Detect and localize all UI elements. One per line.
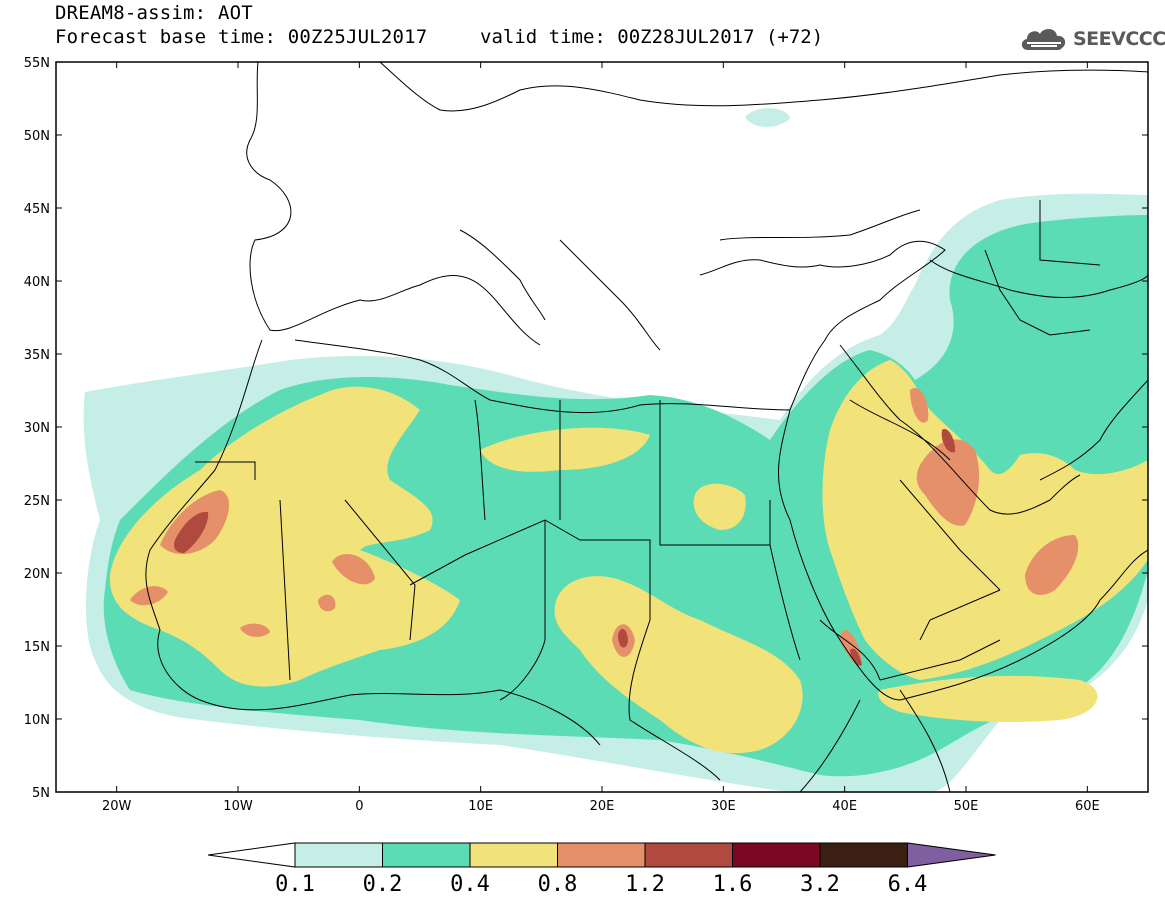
lat-label: 30N xyxy=(24,421,50,436)
aot-level-0.8-south xyxy=(240,623,270,637)
aot-level-1.2-gulf xyxy=(941,429,956,453)
aot-level-0.4-libya xyxy=(693,483,746,530)
logo-text: SEEVCCC xyxy=(1073,28,1165,50)
colorbar-segment xyxy=(469,842,558,868)
aot-field xyxy=(83,108,1148,792)
colorbar-label: 0.4 xyxy=(450,872,490,897)
forecast-base-time: Forecast base time: 00Z25JUL2017 xyxy=(55,26,428,48)
colorbar-label: 0.2 xyxy=(363,872,403,897)
colorbar-segment xyxy=(557,842,646,868)
aot-level-0.4-sahel xyxy=(878,675,1098,723)
aot-level-1.2-red-sea xyxy=(850,648,862,666)
longitude-axis: 20W 10W 0 10E 20E 30E 40E 50E 60E xyxy=(102,62,1100,814)
latitude-axis: 55N 50N 45N 40N 35N 30N 25N 20N 15N 10N 5N xyxy=(24,56,1148,801)
lat-label: 10N xyxy=(24,713,50,728)
lon-label: 0 xyxy=(355,799,363,814)
coastlines xyxy=(145,62,1148,792)
aot-level-0.4-north xyxy=(480,427,650,472)
lon-label: 30E xyxy=(711,799,736,814)
lon-label: 40E xyxy=(832,799,857,814)
aot-level-0.4-chad xyxy=(554,576,803,754)
map-title: DREAM8-assim: AOT xyxy=(55,2,253,24)
lat-label: 5N xyxy=(32,786,50,801)
aot-level-0.4-arabia xyxy=(822,360,1148,680)
colorbar-over-arrow xyxy=(907,842,996,868)
lat-label: 20N xyxy=(24,567,50,582)
lon-label: 60E xyxy=(1075,799,1100,814)
cloud-icon xyxy=(1021,28,1066,50)
aot-level-0.1-patch xyxy=(745,108,790,127)
colorbar-label: 3.2 xyxy=(800,872,840,897)
colorbar-under-arrow xyxy=(207,842,296,868)
lon-label: 20E xyxy=(590,799,615,814)
lon-label: 50E xyxy=(954,799,979,814)
lon-label: 10W xyxy=(223,799,253,814)
colorbar: 0.1 0.2 0.4 0.8 1.2 1.6 3.2 6.4 xyxy=(207,842,996,897)
seevccc-logo: SEEVCCC xyxy=(1018,22,1165,56)
colorbar-segment xyxy=(294,842,383,868)
colorbar-label: 6.4 xyxy=(888,872,928,897)
aot-level-1.2-sudan xyxy=(618,628,628,648)
colorbar-segment xyxy=(382,842,471,868)
lat-label: 55N xyxy=(24,56,50,71)
colorbar-segment xyxy=(819,842,908,868)
aot-level-0.8-gulf xyxy=(916,439,980,526)
lon-label: 10E xyxy=(468,799,493,814)
aot-level-0.8-mali xyxy=(332,554,375,585)
lat-label: 50N xyxy=(24,129,50,144)
lat-label: 15N xyxy=(24,640,50,655)
colorbar-label: 0.1 xyxy=(275,872,315,897)
aot-level-0.4-west xyxy=(109,386,461,687)
aot-level-0.8-oman xyxy=(1025,535,1079,595)
aot-level-0.8-niger xyxy=(318,594,336,612)
colorbar-segment xyxy=(644,842,733,868)
colorbar-segment xyxy=(732,842,821,868)
colorbar-label: 1.6 xyxy=(713,872,753,897)
colorbar-label: 1.2 xyxy=(625,872,665,897)
aot-level-1.2-west-sahara xyxy=(174,511,209,553)
lat-label: 40N xyxy=(24,275,50,290)
aot-level-0.8-iraq xyxy=(910,388,929,423)
colorbar-label: 0.8 xyxy=(538,872,578,897)
valid-time: valid time: 00Z28JUL2017 (+72) xyxy=(480,26,824,48)
lon-label: 20W xyxy=(102,799,132,814)
lat-label: 35N xyxy=(24,348,50,363)
lat-label: 45N xyxy=(24,202,50,217)
lat-label: 25N xyxy=(24,494,50,509)
